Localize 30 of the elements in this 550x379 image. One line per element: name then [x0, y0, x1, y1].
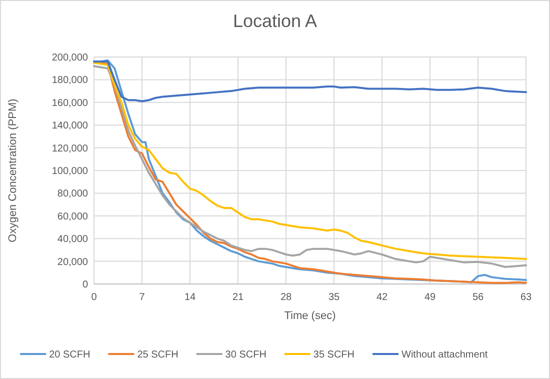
- y-tick-label: 140,000: [52, 120, 88, 132]
- x-tick-label: 35: [328, 292, 340, 303]
- legend-label: 30 SCFH: [225, 350, 266, 360]
- y-tick-label: 40,000: [57, 234, 88, 246]
- legend-label: 35 SCFH: [313, 350, 355, 360]
- y-axis-title: Oxygen Concentration (PPM): [7, 98, 19, 242]
- x-tick-label: 7: [139, 292, 146, 303]
- y-tick-label: 60,000: [57, 211, 88, 222]
- legend-label: 25 SCFH: [137, 350, 178, 360]
- x-tick-label: 42: [376, 292, 388, 303]
- x-tick-label: 0: [91, 292, 98, 303]
- legend-label: Without attachment: [402, 350, 488, 360]
- x-tick-label: 14: [184, 292, 196, 303]
- y-tick-label: 180,000: [52, 75, 88, 86]
- x-axis-title: Time (sec): [284, 310, 336, 322]
- y-tick-label: 20,000: [57, 256, 88, 268]
- chart-title: Location A: [232, 11, 318, 31]
- y-tick-label: 200,000: [52, 52, 88, 64]
- x-tick-label: 49: [424, 292, 436, 303]
- y-tick-label: 0: [82, 280, 88, 290]
- y-tick-label: 80,000: [57, 188, 88, 200]
- legend-label: 20 SCFH: [49, 350, 90, 360]
- x-tick-label: 63: [520, 292, 532, 303]
- y-tick-label: 100,000: [52, 166, 88, 177]
- line-series: [93, 60, 527, 102]
- x-tick-label: 56: [472, 292, 484, 303]
- x-tick-label: 28: [280, 292, 292, 303]
- y-tick-label: 120,000: [52, 143, 88, 154]
- y-tick-label: 160,000: [52, 98, 88, 109]
- x-tick-label: 21: [232, 292, 244, 303]
